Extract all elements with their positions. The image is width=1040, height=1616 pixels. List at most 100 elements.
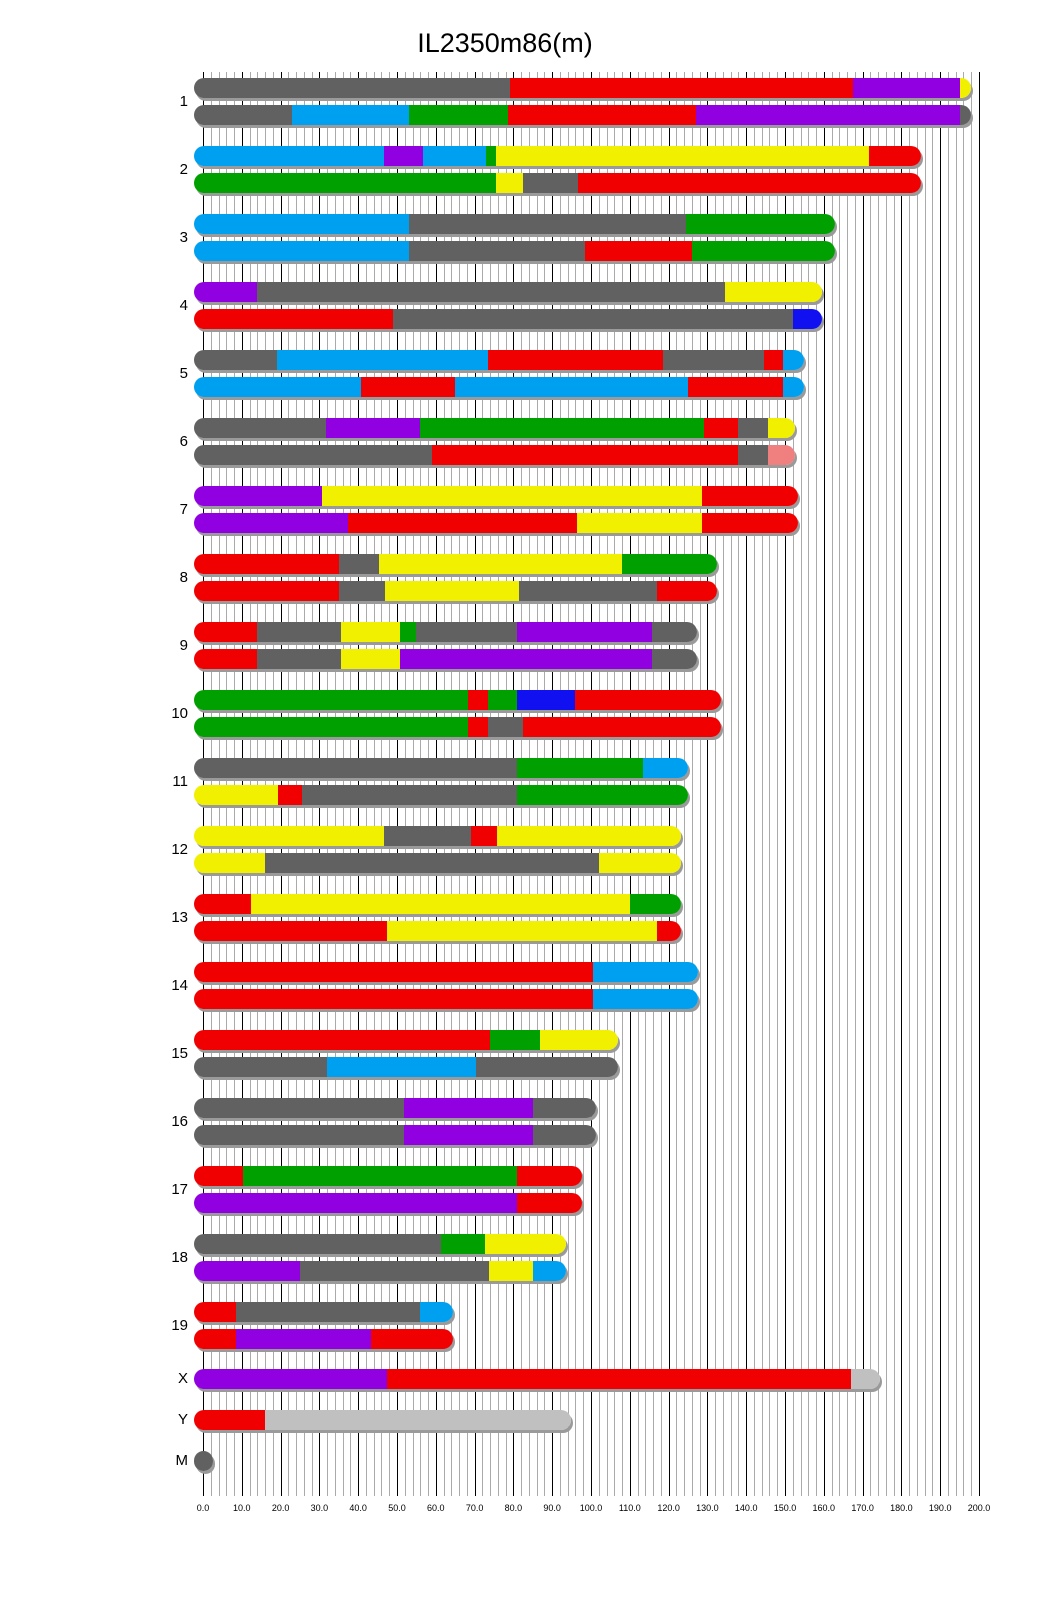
- chromosome-label: 18: [171, 1248, 188, 1266]
- x-tick-label: 50.0: [388, 1503, 406, 1513]
- segment-yellow: [194, 785, 279, 805]
- segment-yellow: [194, 853, 266, 873]
- segment-green: [440, 1234, 486, 1254]
- minor-gridline: [738, 72, 739, 1496]
- segment-gray: [194, 758, 518, 778]
- x-tick-label: 150.0: [773, 1503, 797, 1513]
- segment-red: [585, 241, 693, 261]
- segment-yellow: [485, 1234, 567, 1254]
- chromosome-label: 1: [179, 92, 188, 110]
- chromosome-9-haplotype-2: [194, 649, 697, 669]
- segment-yellow: [488, 1261, 534, 1281]
- chromosome-8-haplotype-2: [194, 581, 718, 601]
- segment-red: [656, 921, 681, 941]
- minor-gridline: [700, 72, 701, 1496]
- minor-gridline: [568, 72, 569, 1496]
- segment-yellow: [495, 173, 524, 193]
- segment-blue: [194, 146, 385, 166]
- x-tick-label: 100.0: [579, 1503, 603, 1513]
- segment-purple: [194, 1261, 301, 1281]
- minor-gridline: [381, 72, 382, 1496]
- x-tick-label: 140.0: [734, 1503, 758, 1513]
- segment-red: [507, 105, 697, 125]
- major-gridline: [785, 72, 786, 1496]
- segment-gray: [518, 581, 658, 601]
- segment-red: [488, 350, 664, 370]
- minor-gridline: [808, 72, 809, 1496]
- minor-gridline: [816, 72, 817, 1496]
- segment-green: [686, 214, 836, 234]
- x-tick-label: 180.0: [890, 1503, 913, 1513]
- segment-green: [622, 554, 718, 574]
- minor-gridline: [925, 72, 926, 1496]
- segment-purple: [235, 1329, 372, 1349]
- major-gridline: [242, 72, 243, 1496]
- x-tick-label: 110.0: [618, 1503, 641, 1513]
- chromosome-14-haplotype-1: [194, 962, 699, 982]
- minor-gridline: [350, 72, 351, 1496]
- minor-gridline: [498, 72, 499, 1496]
- segment-red: [764, 350, 784, 370]
- chromosome-label: 4: [179, 296, 188, 314]
- major-gridline: [901, 72, 902, 1496]
- minor-gridline: [273, 72, 274, 1496]
- segment-purple: [194, 282, 258, 302]
- minor-gridline: [521, 72, 522, 1496]
- chromosome-11-haplotype-1: [194, 758, 688, 778]
- segment-blue: [783, 377, 805, 397]
- major-gridline: [863, 72, 864, 1496]
- minor-gridline: [506, 72, 507, 1496]
- chromosome-17-haplotype-1: [194, 1166, 583, 1186]
- chromosome-M-haplotype-1: [194, 1451, 213, 1471]
- segment-navy: [517, 690, 576, 710]
- x-tick-label: 200.0: [967, 1503, 991, 1513]
- segment-red: [194, 1166, 244, 1186]
- minor-gridline: [661, 72, 662, 1496]
- minor-gridline: [575, 72, 576, 1496]
- segment-yellow: [540, 1030, 619, 1050]
- chromosome-12-haplotype-1: [194, 826, 681, 846]
- segment-blue: [194, 214, 410, 234]
- segment-yellow: [724, 282, 822, 302]
- segment-purple: [400, 649, 653, 669]
- segment-red: [468, 690, 489, 710]
- chromosome-Y-haplotype-1: [194, 1410, 571, 1430]
- chromosome-label: 11: [172, 772, 188, 790]
- x-tick-label: 60.0: [427, 1503, 445, 1513]
- segment-red: [386, 1369, 852, 1389]
- chromosome-10-haplotype-2: [194, 717, 721, 737]
- minor-gridline: [366, 72, 367, 1496]
- segment-red: [517, 1166, 583, 1186]
- chromosome-label: 15: [171, 1044, 188, 1062]
- minor-gridline: [265, 72, 266, 1496]
- segment-gray: [393, 309, 794, 329]
- chromosome-15-haplotype-1: [194, 1030, 619, 1050]
- segment-gray: [662, 350, 765, 370]
- segment-gray: [265, 853, 600, 873]
- segment-red: [194, 921, 388, 941]
- major-gridline: [707, 72, 708, 1496]
- chromosome-label: 17: [171, 1180, 188, 1198]
- major-gridline: [824, 72, 825, 1496]
- segment-green: [517, 785, 688, 805]
- segment-green: [691, 241, 836, 261]
- segment-red: [577, 173, 921, 193]
- segment-lightgray: [850, 1369, 881, 1389]
- x-tick-label: 30.0: [310, 1503, 329, 1513]
- segment-gray: [194, 105, 293, 125]
- segment-red: [194, 1410, 266, 1430]
- segment-blue: [422, 146, 487, 166]
- segment-purple: [194, 513, 349, 533]
- segment-red: [431, 445, 739, 465]
- chromosome-label: 6: [179, 432, 188, 450]
- segment-green: [408, 105, 509, 125]
- segment-gray: [235, 1302, 421, 1322]
- minor-gridline: [614, 72, 615, 1496]
- segment-green: [488, 690, 518, 710]
- segment-green: [490, 1030, 541, 1050]
- chromosome-5-haplotype-2: [194, 377, 805, 397]
- segment-red: [194, 649, 258, 669]
- segment-blue: [420, 1302, 453, 1322]
- major-gridline: [979, 72, 980, 1496]
- x-tick-label: 170.0: [851, 1503, 874, 1513]
